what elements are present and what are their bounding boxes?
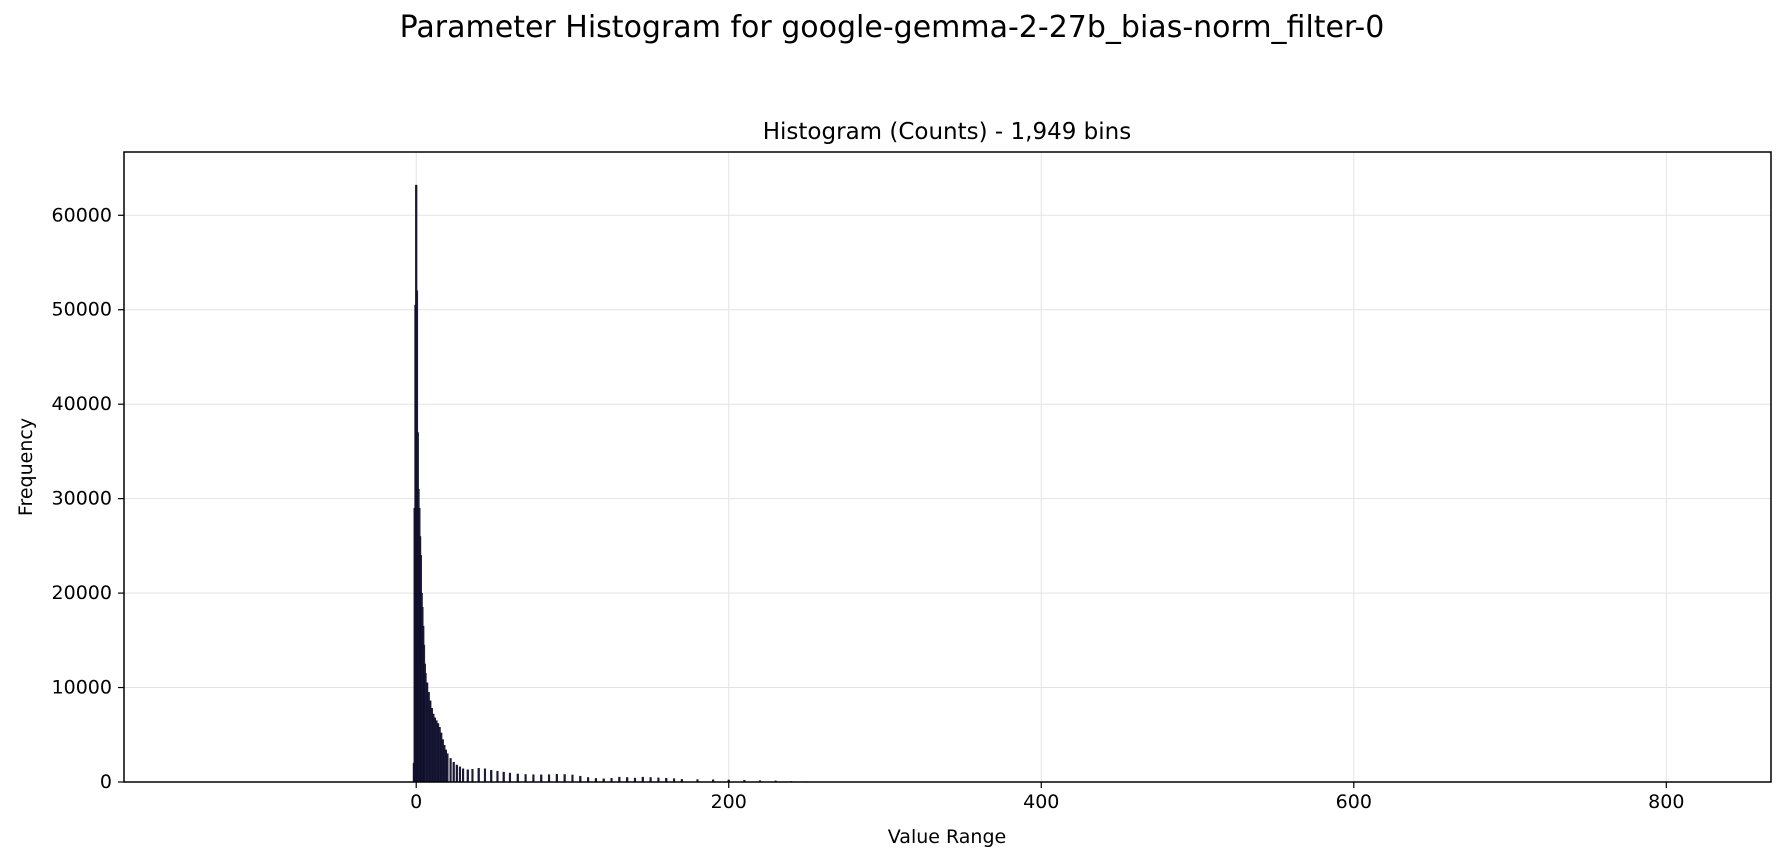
bars-layer [412, 184, 855, 783]
histogram-bar-41 [502, 771, 505, 783]
histogram-bar-29 [446, 753, 449, 783]
histogram-bar-35 [466, 769, 469, 783]
histogram-bar-32 [455, 764, 458, 783]
y-tick-label-3: 30000 [52, 488, 112, 510]
histogram-bar-47 [547, 774, 551, 783]
histogram-bar-38 [483, 768, 487, 783]
histogram-bar-33 [458, 766, 462, 783]
x-tick-label-3: 600 [1336, 791, 1372, 813]
y-axis-label: Frequency [15, 418, 37, 516]
histogram-bar-51 [579, 775, 582, 783]
histogram-bar-36 [471, 769, 474, 783]
x-tick-label-1: 200 [711, 791, 747, 813]
x-tick-label-0: 0 [410, 791, 422, 813]
y-tick-label-6: 60000 [52, 204, 112, 226]
y-tick-label-1: 10000 [52, 677, 112, 699]
histogram-bar-37 [477, 768, 480, 783]
histogram-bar-43 [516, 773, 519, 783]
y-tick-label-2: 20000 [52, 582, 112, 604]
histogram-bar-31 [452, 761, 455, 783]
x-axis-label: Value Range [888, 826, 1006, 848]
histogram-bar-44 [524, 774, 527, 783]
y-tick-label-5: 50000 [52, 299, 112, 321]
figure-title: Parameter Histogram for google-gemma-2-2… [399, 10, 1385, 45]
plot-subtitle: Histogram (Counts) - 1,949 bins [763, 119, 1131, 145]
histogram-bar-42 [508, 772, 512, 783]
histogram-bar-34 [462, 768, 465, 783]
y-tick-label-4: 40000 [52, 393, 112, 415]
histogram-bar-50 [571, 774, 574, 783]
plot-frame [123, 151, 1772, 783]
histogram-bar-39 [490, 769, 493, 783]
histogram-bar-30 [449, 758, 452, 783]
histogram-bar-40 [496, 770, 499, 783]
histogram-bar-49 [563, 774, 566, 783]
histogram-bar-46 [540, 774, 543, 783]
x-tick-label-2: 400 [1023, 791, 1059, 813]
histogram-bar-48 [555, 774, 558, 783]
x-tick-label-4: 800 [1648, 791, 1684, 813]
ticks-layer: 0 200 400 600 800 0 10000 20000 30000 40000 50000 6… [52, 204, 1685, 813]
y-tick-label-0: 0 [100, 771, 112, 793]
histogram-bar-45 [532, 774, 535, 783]
grid-layer [124, 152, 1771, 783]
